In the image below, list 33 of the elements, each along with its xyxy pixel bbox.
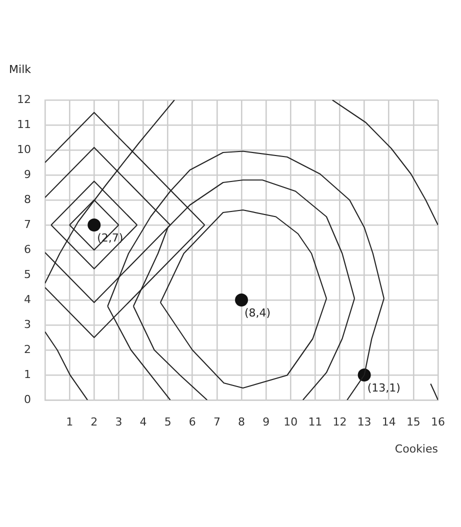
x-tick-label: 7: [213, 415, 220, 428]
x-tick-label: 1: [66, 415, 74, 428]
x-tick-label: 14: [382, 415, 396, 428]
y-tick-label: 12: [17, 92, 31, 106]
y-tick-label: 11: [17, 118, 31, 131]
y-tick-label: 7: [24, 218, 31, 231]
x-tick-label: 5: [164, 415, 172, 428]
x-tick-label: 10: [284, 415, 298, 428]
x-tick-label: 13: [357, 415, 372, 428]
annotation: (8,4): [244, 306, 271, 320]
y-tick-label: 6: [24, 242, 31, 256]
x-tick-label: 15: [406, 415, 420, 428]
x-tick-label: 2: [90, 415, 98, 428]
y-tick-label: 9: [24, 168, 31, 181]
y-tick-label: 1: [24, 368, 31, 381]
y-tick-label: 10: [17, 142, 31, 156]
x-axis-title: Cookies: [394, 442, 438, 456]
x-tick-label: 16: [431, 415, 445, 428]
x-tick-label: 8: [238, 415, 245, 428]
y-tick-label: 3: [24, 318, 31, 331]
y-axis-title: Milk: [9, 62, 32, 76]
y-tick-label: 5: [24, 268, 31, 281]
y-tick-label: 4: [24, 292, 31, 306]
x-tick-label: 4: [140, 415, 147, 428]
y-tick-label: 0: [24, 392, 31, 406]
x-tick-label: 3: [115, 415, 122, 428]
x-tick-label: 12: [332, 415, 347, 428]
y-tick-label: 8: [24, 192, 31, 206]
x-tick-label: 11: [308, 415, 322, 428]
x-tick-label: 6: [188, 415, 196, 428]
annotation: (13,1): [367, 381, 400, 394]
x-tick-label: 9: [262, 415, 270, 428]
y-tick-label: 2: [24, 342, 31, 356]
